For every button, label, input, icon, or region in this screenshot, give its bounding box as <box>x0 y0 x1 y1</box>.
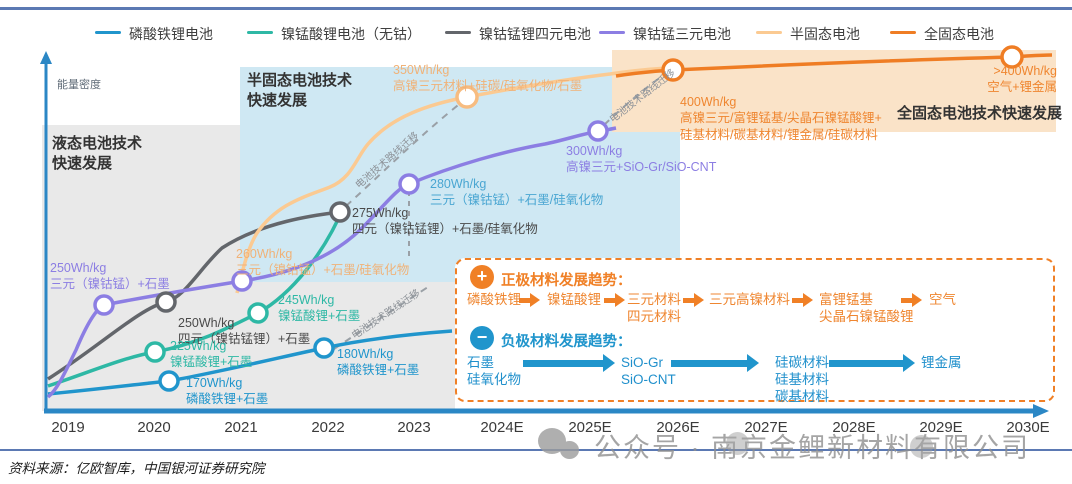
region-title-semi-solid: 半固态电池技术 快速发展 <box>247 72 353 110</box>
year-tick: 2026E <box>656 419 700 436</box>
point-label-quaternary-250: 250Wh/kg 四元（镍钴锰锂）+石墨 <box>178 316 311 347</box>
x-axis-arrow-icon <box>1033 404 1049 418</box>
arrow-right-icon <box>683 293 705 307</box>
minus-icon: − <box>470 326 494 350</box>
year-tick: 2021 <box>224 419 258 436</box>
y-axis-arrow-icon <box>40 51 52 64</box>
year-tick: 2022 <box>311 419 345 436</box>
top-border-line <box>0 7 1072 10</box>
legend-dash-icon <box>890 31 916 34</box>
legend-label: 半固态电池 <box>790 26 860 42</box>
plus-icon: + <box>470 265 494 289</box>
legend-dash-icon <box>756 31 782 34</box>
legend-dash-icon <box>95 31 121 34</box>
year-tick: 2025E <box>568 419 612 436</box>
arrow-right-icon <box>519 293 541 307</box>
point-label-lfp-180: 180Wh/kg 磷酸铁锂+石墨 <box>337 347 420 378</box>
point-label-lnmo-225: 225Wh/kg 镍锰酸锂+石墨 <box>170 339 253 370</box>
arrow-right-icon <box>901 293 923 307</box>
year-tick: 2028E <box>832 419 876 436</box>
anode-step: 石墨 硅氧化物 <box>467 355 521 387</box>
point-label-ternary-260: 260Wh/kg 三元（镍钴锰）+石墨/硅氧化物 <box>236 247 410 278</box>
bottom-border-line <box>0 449 1072 451</box>
year-tick: 2029E <box>919 419 963 436</box>
year-tick: 2020 <box>137 419 171 436</box>
legend-label: 镍锰酸锂电池（无钴） <box>281 26 421 42</box>
region-title-liquid: 液态电池技术 快速发展 <box>52 135 143 173</box>
legend-label: 全固态电池 <box>924 26 994 42</box>
cathode-trend-title: 正极材料发展趋势： <box>501 273 632 289</box>
cathode-step: 空气 <box>929 292 956 307</box>
cathode-step: 磷酸铁锂 <box>467 292 521 307</box>
point-label-semi-solid-350: 350Wh/kg 高镍三元材料+硅碳/硅氧化物/石墨 <box>393 63 583 94</box>
year-tick: 2019 <box>51 419 85 436</box>
material-trend-box: + 正极材料发展趋势： 磷酸铁锂 镍锰酸锂 三元材料 四元材料 三元高镍材料 富… <box>455 258 1055 404</box>
region-title-all-solid: 全固态电池技术快速发展 <box>897 105 1063 122</box>
point-label-all-solid-400plus: >400Wh/kg 空气+锂金属 <box>987 64 1057 95</box>
source-note: 资料来源：亿欧智库，中国银河证券研究院 <box>8 461 265 476</box>
point-label-lnmo-245: 245Wh/kg 镍锰酸锂+石墨 <box>278 293 361 324</box>
point-label-all-solid-400: 400Wh/kg 高镍三元/富锂锰基/尖晶石镍锰酸锂+ 硅基材料/碳基材料/锂金属… <box>680 95 882 142</box>
legend-label: 磷酸铁锂电池 <box>129 26 213 42</box>
arrow-right-icon <box>523 354 615 372</box>
legend-dash-icon <box>445 31 471 34</box>
year-tick: 2027E <box>744 419 788 436</box>
year-tick: 2024E <box>480 419 524 436</box>
arrow-right-icon <box>604 293 626 307</box>
legend-dash-icon <box>247 31 273 34</box>
point-label-ternary-300: 300Wh/kg 高镍三元+SiO-Gr/SiO-CNT <box>566 144 717 175</box>
cathode-step: 三元材料 四元材料 <box>627 292 681 324</box>
arrow-right-icon <box>792 293 814 307</box>
point-label-ternary-250: 250Wh/kg 三元（镍钴锰）+石墨 <box>50 261 170 292</box>
year-tick: 2030E <box>1006 419 1050 436</box>
cathode-step: 三元高镍材料 <box>709 292 790 307</box>
legend-label: 镍钴锰锂四元电池 <box>479 26 591 42</box>
legend-dash-icon <box>599 31 625 34</box>
anode-step: 锂金属 <box>921 355 962 370</box>
arrow-right-icon <box>829 354 915 372</box>
y-axis-label: 能量密度 <box>57 79 101 91</box>
point-label-lfp-170: 170Wh/kg 磷酸铁锂+石墨 <box>186 376 269 407</box>
anode-step: SiO-Gr SiO-CNT <box>621 355 676 387</box>
year-tick: 2023 <box>397 419 431 436</box>
cathode-step: 镍锰酸锂 <box>547 292 601 307</box>
cathode-step: 富锂锰基 尖晶石镍锰酸锂 <box>819 292 914 324</box>
point-label-quaternary-275: 275Wh/kg 四元（镍钴锰锂）+石墨/硅氧化物 <box>352 206 538 237</box>
arrow-right-icon <box>671 354 759 372</box>
wechat-icon <box>910 435 933 458</box>
anode-trend-title: 负极材料发展趋势： <box>501 334 632 350</box>
point-label-ternary-280: 280Wh/kg 三元（镍钴锰）+石墨/硅氧化物 <box>430 177 604 208</box>
legend-label: 镍钴锰三元电池 <box>633 26 731 42</box>
anode-step: 硅碳材料 硅基材料 碳基材料 <box>775 355 829 404</box>
